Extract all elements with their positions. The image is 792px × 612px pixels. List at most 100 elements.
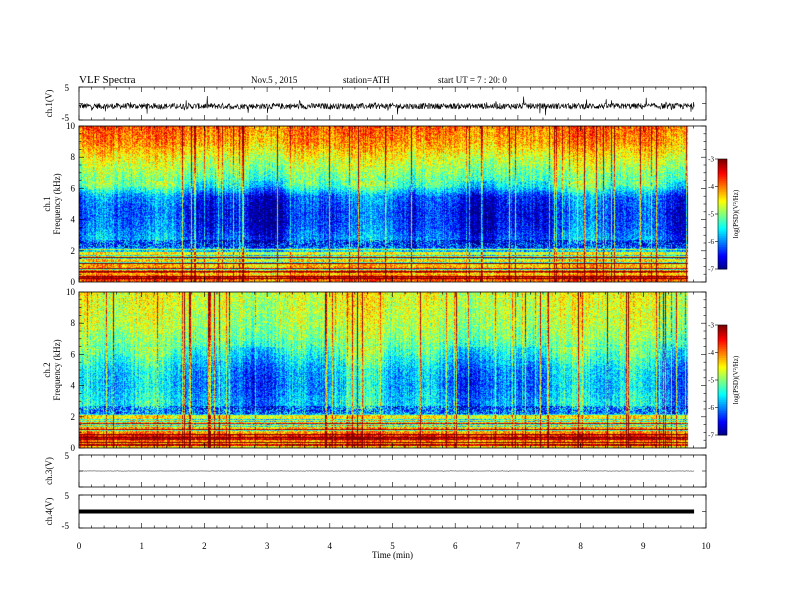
ch2-spectrogram-colorbar-swatch (718, 367, 727, 370)
ch1-spectrogram-colorbar-swatch (718, 182, 727, 186)
ch1-waveform-ytick-label: 5 (65, 83, 70, 93)
ch2-spectrogram-colorbar-swatch (718, 405, 727, 408)
ch1-spectrogram-colorbar-swatch (718, 188, 727, 191)
ch1-spectrogram-colorbar-swatch (718, 230, 727, 233)
ch1-waveform-ylabel: ch.1(V) (44, 90, 54, 118)
ch1-spectrogram-colorbar-swatch (718, 171, 727, 175)
ch1-spectrogram-colorbar-tick-label: -7 (708, 266, 714, 274)
ch2-spectrogram-colorbar-label: log(PSD)(V²/Hz) (732, 355, 740, 404)
ch2-spectrogram-panel: 0 2 4 6 8 10 ch.2 Frequency (kHz) (42, 287, 707, 453)
ch1-spectrogram-colorbar-swatch (718, 162, 727, 165)
ch2-spectrogram-colorbar-tick-label: -4 (708, 349, 714, 357)
time-tick-label: 7 (516, 541, 521, 551)
date-label: Nov.5 , 2015 (251, 75, 298, 85)
ch1-spectrogram-colorbar-swatch (718, 186, 727, 189)
ch1-spectrogram-colorbar-swatch (718, 265, 727, 268)
ch2-spectrogram-colorbar-swatch (718, 403, 727, 407)
ch1-spectrogram-colorbar-tick-label: -6 (708, 238, 714, 246)
ch1-spectrogram-colorbar-swatch (718, 195, 727, 198)
ch2-spectrogram-ylabel: Frequency (kHz) (52, 339, 62, 400)
ch1-spectrogram-colorbar-swatch (718, 250, 727, 253)
ch2-spectrogram-colorbar-swatch (718, 392, 727, 396)
ch4-waveform-panel: 5 -5 ch.4(V) (44, 491, 707, 531)
ch1-spectrogram-colorbar-swatch (718, 226, 727, 230)
ch2-spectrogram-colorbar-swatch (718, 387, 727, 390)
ch2-spectrogram-colorbar-swatch (718, 365, 727, 368)
ch2-spectrogram-colorbar-swatch (718, 326, 727, 330)
ch1-spectrogram-colorbar-tick-label: -4 (708, 183, 714, 191)
ch2-spectrogram-colorbar-swatch (718, 418, 727, 421)
ch1-spectrogram-ylabel: Frequency (kHz) (52, 173, 62, 234)
ch1-colorbar: -3 -4 -5 -6 -7 log(PSD)(V²/Hz) (708, 156, 740, 274)
ch1-spectrogram-colorbar-swatch (718, 170, 727, 173)
ch2-spectrogram-ylabel: ch.2 (42, 362, 52, 377)
ch1-spectrogram-colorbar-swatch (718, 228, 727, 231)
ch2-spectrogram-colorbar-swatch (718, 341, 727, 344)
ch1-spectrogram-colorbar-swatch (718, 248, 727, 252)
ch1-spectrogram-colorbar-swatch (718, 168, 727, 171)
ch2-spectrogram-colorbar-swatch (718, 411, 727, 414)
ch1-spectrogram-colorbar-swatch (718, 184, 727, 187)
ch1-spectrogram-colorbar-swatch (718, 234, 727, 237)
ch1-spectrogram-colorbar-swatch (718, 179, 727, 182)
start-time-label: start UT = 7 : 20: 0 (438, 75, 507, 85)
ch2-spectrogram-colorbar-swatch (718, 336, 727, 339)
ch1-spectrogram-colorbar-swatch (718, 219, 727, 222)
ch4-waveform-ytick-label: -5 (62, 521, 70, 531)
ch2-spectrogram-ytick-label: 0 (71, 443, 76, 453)
ch4-waveform-ytick-label: 5 (65, 491, 70, 501)
ch1-spectrogram-colorbar-swatch (718, 173, 727, 176)
ch2-spectrogram-colorbar-swatch (718, 425, 727, 429)
ch1-spectrogram-colorbar-swatch (718, 177, 727, 180)
ch2-spectrogram-colorbar-swatch (718, 354, 727, 357)
ch1-spectrogram-colorbar-swatch (718, 256, 727, 259)
ch2-spectrogram-colorbar-tick-label: -3 (708, 322, 714, 330)
time-axis: 0 1 2 3 4 5 6 7 8 9 10 Time (min) (77, 541, 711, 560)
ch1-spectrogram-colorbar-swatch (718, 221, 727, 224)
ch1-spectrogram-ytick-label: 8 (71, 152, 76, 162)
ch1-spectrogram-colorbar-swatch (718, 259, 727, 263)
ch2-spectrogram-ytick-label: 2 (71, 412, 76, 422)
ch1-spectrogram-colorbar-swatch (718, 239, 727, 242)
ch1-spectrogram-ytick-label: 0 (71, 277, 76, 287)
ch2-spectrogram-colorbar-swatch (718, 409, 727, 412)
ch1-spectrogram-colorbar-swatch (718, 261, 727, 264)
ch2-spectrogram-colorbar-swatch (718, 328, 727, 331)
ch1-spectrogram-colorbar-swatch (718, 203, 727, 206)
ch1-waveform-trace (78, 95, 695, 116)
ch2-spectrogram-colorbar-swatch (718, 414, 727, 418)
ch2-spectrogram-colorbar-swatch (718, 339, 727, 342)
ch1-spectrogram-colorbar-swatch (718, 204, 727, 208)
ch1-spectrogram-colorbar-swatch (718, 206, 727, 209)
ch1-spectrogram-colorbar-swatch (718, 252, 727, 255)
ch2-spectrogram-colorbar-swatch (718, 376, 727, 379)
ch2-spectrogram-colorbar-swatch (718, 348, 727, 352)
ch2-spectrogram-colorbar-swatch (718, 352, 727, 355)
ch2-spectrogram-colorbar-swatch (718, 369, 727, 372)
ch2-spectrogram-colorbar-swatch (718, 381, 727, 385)
ch2-spectrogram-colorbar-swatch (718, 380, 727, 383)
ch1-spectrogram-colorbar-swatch (718, 237, 727, 241)
ch2-spectrogram-colorbar-swatch (718, 389, 727, 392)
ch2-spectrogram-colorbar-tick-label: -5 (708, 377, 714, 385)
ch2-colorbar: -3 -4 -5 -6 -7 log(PSD)(V²/Hz) (708, 322, 740, 440)
ch2-spectrogram-ytick-label: 4 (71, 381, 76, 391)
ch1-spectrogram-colorbar-swatch (718, 193, 727, 197)
ch1-spectrogram-colorbar-swatch (718, 245, 727, 248)
ch2-spectrogram-colorbar-swatch (718, 385, 727, 388)
ch2-spectrogram-colorbar-swatch (718, 407, 727, 410)
ch1-spectrogram-colorbar-swatch (718, 159, 727, 162)
ch1-spectrogram-colorbar-swatch (718, 212, 727, 215)
ch1-spectrogram-colorbar-swatch (718, 190, 727, 193)
ch2-spectrogram-colorbar-swatch (718, 332, 727, 335)
ch2-spectrogram-colorbar-swatch (718, 374, 727, 377)
ch2-spectrogram-colorbar-swatch (718, 347, 727, 350)
ch1-spectrogram-colorbar-swatch (718, 254, 727, 257)
ch1-waveform-panel: 5 -5 ch.1(V) (44, 83, 707, 123)
ch1-spectrogram-colorbar-swatch (718, 232, 727, 235)
ch2-spectrogram-ytick-label: 10 (66, 287, 76, 297)
ch2-spectrogram-colorbar-swatch (718, 356, 727, 359)
ch2-spectrogram-colorbar-tick-label: -7 (708, 432, 714, 440)
ch1-spectrogram-colorbar-swatch (718, 243, 727, 246)
ch1-spectrogram-colorbar-swatch (718, 197, 727, 200)
